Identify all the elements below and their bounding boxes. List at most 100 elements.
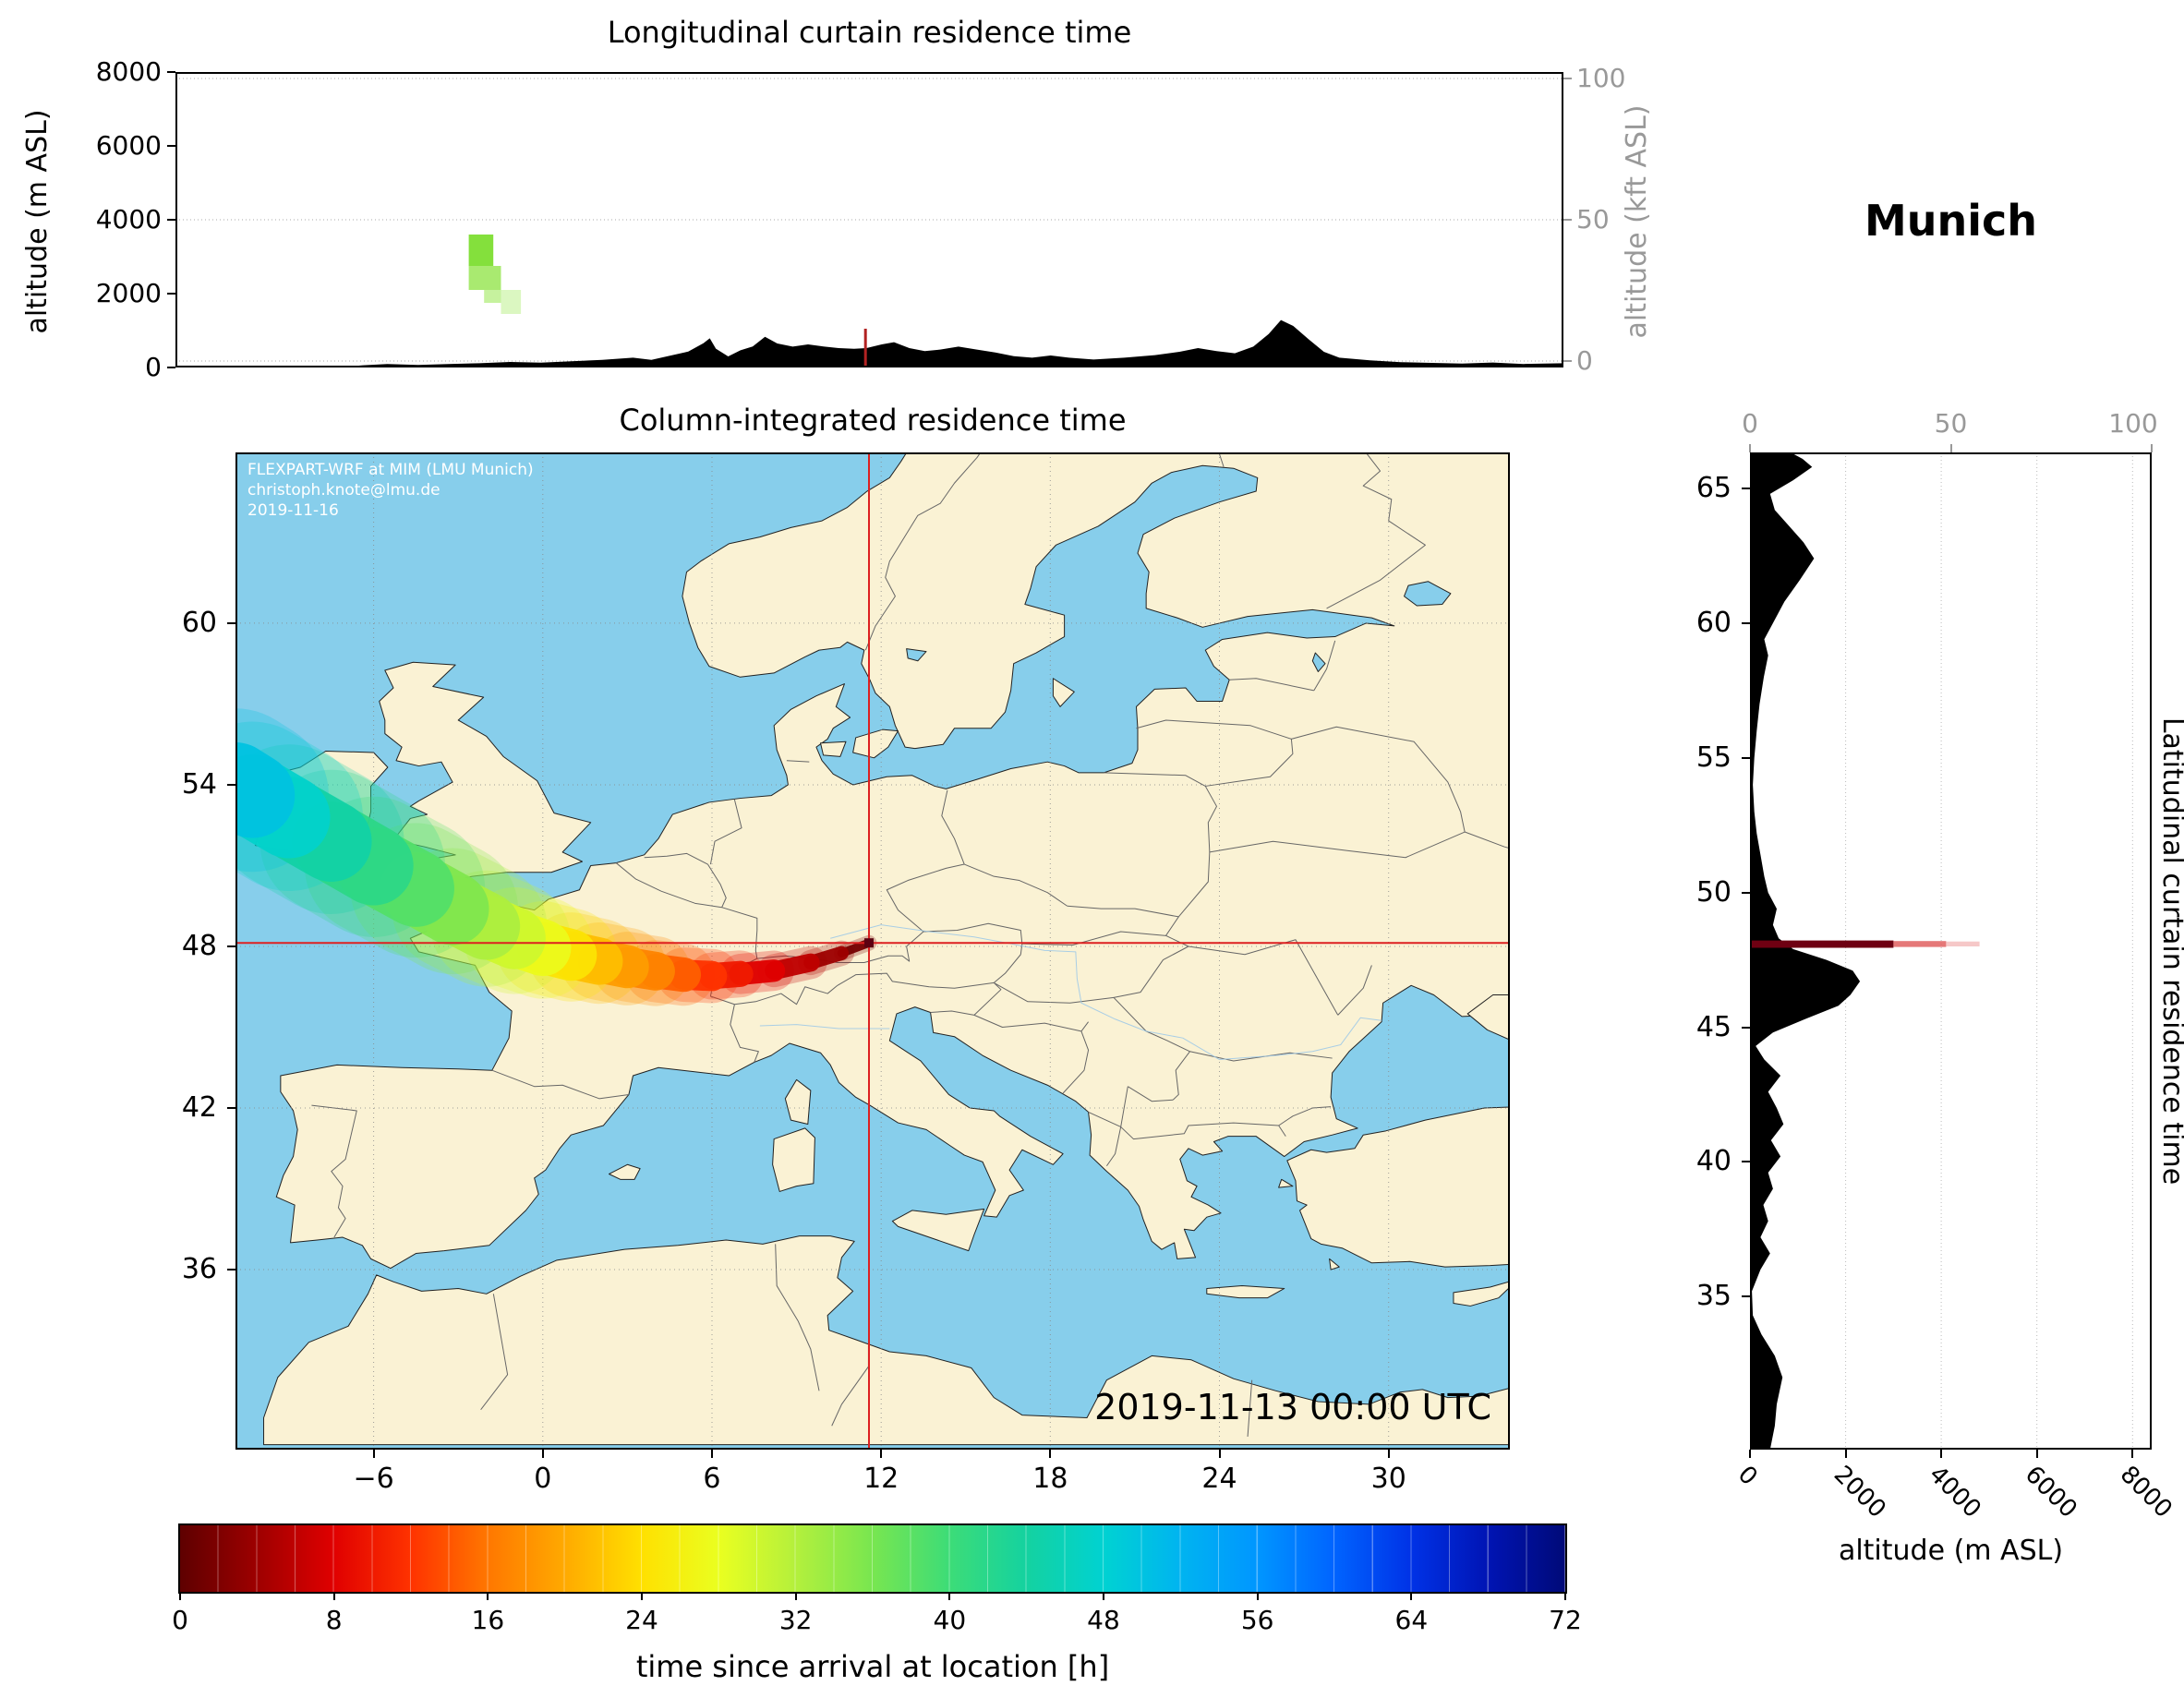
tick-mark: [1103, 1592, 1104, 1600]
coast-gotland: [1053, 679, 1074, 707]
tick-label: 42: [181, 1091, 217, 1125]
right-panel-xlabel: altitude (m ASL): [1838, 1535, 2064, 1567]
tick-label: 35: [1695, 1280, 1732, 1313]
coast-continent: [276, 452, 1510, 1269]
tick-label: 24: [1201, 1463, 1237, 1495]
residence-cell: [484, 290, 501, 303]
tick-mark: [2151, 444, 2153, 452]
tick-label: 2000: [95, 278, 162, 308]
tick-label: 65: [1695, 472, 1732, 505]
tick-mark: [1049, 1450, 1052, 1458]
tick-mark: [1742, 1295, 1750, 1298]
tick-label: 0: [1732, 1461, 1763, 1491]
tick-mark: [794, 1592, 797, 1600]
tick-mark: [1742, 756, 1750, 759]
coast-cyprus: [1454, 1279, 1510, 1306]
tick-mark: [541, 1450, 544, 1458]
tick-label: 40: [933, 1605, 967, 1635]
tick-label: 6000: [2019, 1461, 2082, 1524]
tick-mark: [487, 1592, 489, 1600]
tick-label: 8000: [95, 56, 162, 87]
country-borders: [311, 452, 1510, 1442]
tick-label: 16: [471, 1605, 505, 1635]
tick-label: 48: [181, 929, 217, 962]
residence-cell: [1750, 940, 1894, 948]
coast-lesbos: [1279, 1179, 1293, 1187]
tick-mark: [179, 1592, 181, 1600]
source-tick: [863, 329, 867, 367]
watermark-line: 2019-11-16: [247, 501, 339, 520]
terrain-profile-longitudinal: [175, 319, 1563, 367]
tick-label: 55: [1695, 741, 1732, 774]
tick-mark: [167, 145, 175, 147]
tick-label: 64: [1394, 1605, 1429, 1635]
tick-label: 6: [703, 1463, 721, 1495]
axes-spine: [1750, 452, 2152, 1450]
colorbar-label: time since arrival at location [h]: [635, 1649, 1110, 1684]
tick-mark: [1563, 360, 1572, 362]
location-title: Munich: [1864, 196, 2038, 246]
tick-mark: [1742, 1026, 1750, 1029]
coast-funen: [821, 741, 846, 756]
tick-label: 0: [145, 352, 162, 382]
longitudinal-curtain-plot: [175, 72, 1563, 367]
tick-mark: [948, 1592, 951, 1600]
tick-mark: [167, 219, 175, 221]
tick-label: 0: [172, 1605, 188, 1635]
tick-label: 24: [625, 1605, 658, 1635]
residence-cell: [1946, 941, 1980, 946]
tick-label: 48: [1087, 1605, 1120, 1635]
tick-label: 60: [1695, 606, 1732, 639]
watermark-line: FLEXPART-WRF at MIM (LMU Munich): [247, 461, 534, 479]
tick-mark: [1844, 1450, 1847, 1458]
tick-label: 50: [1934, 408, 1968, 439]
tick-label: 54: [181, 767, 217, 801]
coast-corsica: [785, 1079, 810, 1124]
source-marker: [864, 938, 874, 948]
residence-cell: [501, 290, 522, 314]
map-title: Column-integrated residence time: [619, 403, 1127, 438]
map: [235, 452, 1510, 1450]
coast-rhodes: [1330, 1258, 1340, 1270]
tick-mark: [1742, 621, 1750, 624]
river-po: [760, 1025, 889, 1029]
tick-mark: [1218, 1450, 1221, 1458]
tick-mark: [641, 1592, 643, 1600]
tick-label: 32: [778, 1605, 813, 1635]
residence-cell: [468, 235, 494, 266]
right-panel-ylabel: Latitudinal curtain residence time: [2156, 717, 2184, 1186]
islands: [255, 662, 1510, 1306]
colorbar-segments: [180, 1525, 1565, 1592]
tick-label: 2000: [1828, 1461, 1891, 1524]
lake-vanern: [907, 649, 926, 661]
coast-crimea: [1467, 995, 1510, 1046]
axes-spine: [175, 72, 1563, 367]
tick-mark: [227, 945, 235, 947]
top-panel-title: Longitudinal curtain residence time: [607, 15, 1132, 50]
tick-mark: [1749, 1450, 1751, 1458]
top-panel-ylabel: altitude (m ASL): [21, 109, 54, 334]
tick-mark: [2131, 1450, 2134, 1458]
coast-sicily: [892, 1209, 983, 1250]
tick-mark: [1563, 78, 1572, 79]
tick-label: 8: [325, 1605, 343, 1635]
tick-mark: [372, 1450, 375, 1458]
tick-label: 8000: [2115, 1461, 2178, 1524]
tick-mark: [1563, 219, 1572, 221]
map-overlay: [235, 452, 1510, 1450]
tick-mark: [167, 367, 175, 368]
tick-label: 50: [1695, 875, 1732, 909]
tick-mark: [1742, 891, 1750, 894]
coast-anatolia: [1287, 1105, 1510, 1267]
residence-cell: [1893, 941, 1947, 947]
tick-mark: [880, 1450, 883, 1458]
coast-crete: [1207, 1286, 1285, 1298]
lake-peipus: [1312, 653, 1325, 671]
tick-mark: [1949, 444, 1952, 452]
tick-label: 40: [1695, 1145, 1732, 1178]
tick-label: 30: [1370, 1463, 1406, 1495]
colorbar-gradient: [180, 1525, 1565, 1592]
tick-label: 4000: [95, 204, 162, 235]
tick-label: 6000: [95, 130, 162, 161]
coast-great-britain: [380, 662, 591, 891]
